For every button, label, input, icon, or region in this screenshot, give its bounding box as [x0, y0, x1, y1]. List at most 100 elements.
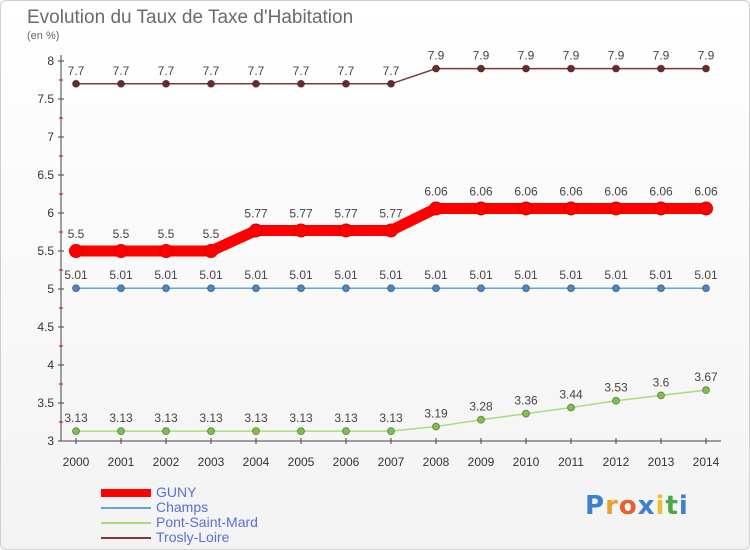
data-label: 5.77: [379, 206, 403, 220]
data-point: [162, 79, 170, 88]
data-label: 7.7: [338, 64, 355, 78]
proxiti-logo: Proxiti: [585, 491, 689, 521]
y-tick-label: 5: [47, 282, 54, 296]
x-tick-label: 2009: [468, 455, 495, 469]
data-point: [297, 427, 305, 436]
data-label: 7.9: [473, 49, 490, 63]
data-point: [252, 427, 260, 436]
data-point: [432, 284, 440, 293]
data-label: 3.36: [514, 394, 538, 408]
data-label: 5.01: [334, 268, 358, 282]
data-label: 5.01: [109, 268, 133, 282]
data-point: [297, 79, 305, 88]
data-point: [657, 284, 665, 293]
data-point: [612, 64, 620, 73]
data-label: 7.7: [248, 64, 265, 78]
data-point: [612, 284, 620, 293]
x-tick-label: 2011: [558, 455, 584, 469]
data-label: 5.01: [649, 268, 673, 282]
chart-axes: 3 3.5 4 4.5 5 5.5 6 6.5 7 7.5 8 2000 2001 2002 2003 200…: [37, 54, 721, 469]
data-point: [207, 284, 215, 293]
data-label: 6.06: [694, 184, 718, 198]
data-point: [567, 64, 575, 73]
data-point: [567, 284, 575, 293]
data-point: [384, 223, 398, 238]
data-point: [387, 427, 395, 436]
data-label: 3.6: [653, 375, 670, 389]
logo-letter: i: [655, 491, 666, 521]
data-point: [117, 427, 125, 436]
data-label: 7.7: [158, 64, 175, 78]
y-tick-label: 6: [47, 206, 54, 220]
data-label: 5.01: [424, 268, 448, 282]
legend-label: GUNY: [156, 484, 197, 500]
data-label: 5.01: [514, 268, 538, 282]
data-label: 7.7: [383, 64, 400, 78]
data-point: [249, 223, 263, 238]
data-label: 6.06: [649, 184, 673, 198]
data-label: 5.01: [244, 268, 268, 282]
logo-letter: r: [605, 491, 619, 521]
data-point: [204, 244, 218, 258]
data-label: 5.01: [559, 268, 583, 282]
data-point: [252, 79, 260, 88]
data-point: [114, 244, 128, 258]
data-label: 3.19: [424, 407, 448, 421]
data-point: [429, 201, 443, 216]
logo-letter: P: [585, 491, 606, 521]
data-point: [162, 284, 170, 293]
data-point: [654, 201, 668, 216]
data-point: [567, 403, 575, 412]
data-point: [657, 64, 665, 73]
y-tick-label: 6.5: [37, 168, 54, 182]
y-tick-label: 4.5: [37, 320, 54, 334]
data-point: [657, 391, 665, 400]
x-tick-label: 2013: [648, 455, 675, 469]
data-label: 6.06: [424, 184, 448, 198]
data-point: [207, 427, 215, 436]
data-point: [162, 427, 170, 436]
chart-title: Evolution du Taux de Taxe d'Habitation: [27, 7, 354, 28]
data-point: [294, 223, 308, 238]
data-label: 7.7: [203, 64, 220, 78]
legend-label: Pont-Saint-Mard: [156, 514, 258, 530]
y-tick-label: 3: [47, 434, 54, 448]
x-tick-label: 2000: [63, 455, 90, 469]
data-label: 7.9: [428, 49, 445, 63]
data-point: [519, 201, 533, 216]
data-point: [477, 415, 485, 424]
data-point: [252, 284, 260, 293]
data-point: [702, 386, 710, 395]
y-tick-label: 4: [47, 358, 54, 372]
data-label: 3.13: [334, 411, 358, 425]
data-label: 3.13: [244, 411, 268, 425]
data-point: [117, 284, 125, 293]
data-point: [609, 201, 623, 216]
data-point: [69, 244, 83, 258]
legend-swatch: [101, 489, 151, 497]
data-label: 7.9: [563, 49, 580, 63]
data-label: 5.01: [379, 268, 403, 282]
data-label: 7.7: [68, 64, 85, 78]
data-label: 5.01: [199, 268, 223, 282]
data-label: 5.77: [244, 206, 268, 220]
data-label: 7.9: [653, 49, 670, 63]
data-label: 5.01: [469, 268, 493, 282]
data-point: [477, 64, 485, 73]
y-tick-label: 7.5: [37, 92, 54, 106]
data-point: [342, 79, 350, 88]
legend-swatch: [101, 537, 151, 539]
legend-swatch: [101, 507, 151, 509]
x-tick-label: 2010: [513, 455, 540, 469]
data-point: [702, 64, 710, 73]
y-tick-label: 5.5: [37, 244, 54, 258]
data-point: [297, 284, 305, 293]
data-point: [159, 244, 173, 258]
data-label: 3.13: [379, 411, 403, 425]
data-label: 3.53: [604, 381, 628, 395]
x-tick-label: 2002: [153, 455, 180, 469]
data-label: 5.01: [289, 268, 313, 282]
data-label: 3.13: [199, 411, 223, 425]
